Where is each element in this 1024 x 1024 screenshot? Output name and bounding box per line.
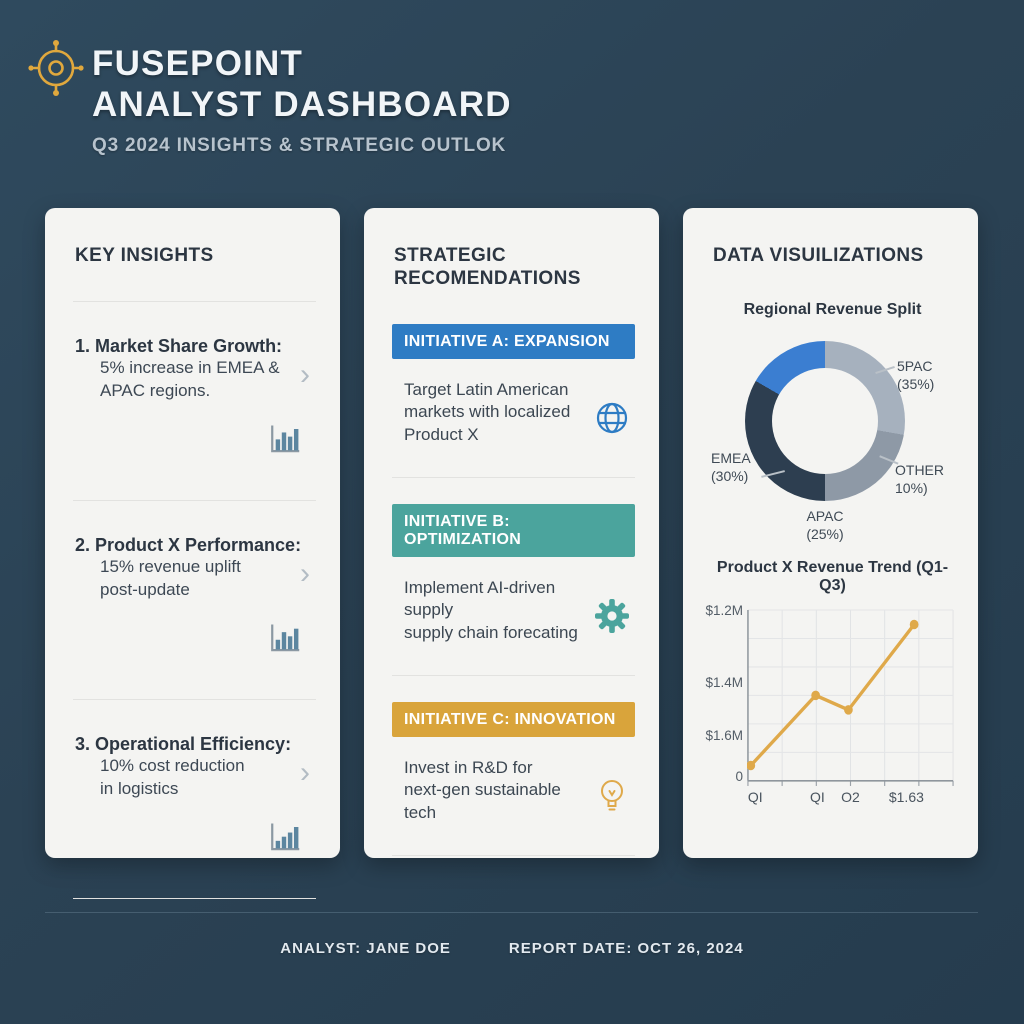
insight-text: in logistics <box>100 778 179 798</box>
initiative-text: Implement AI-driven supply <box>404 578 556 620</box>
divider <box>392 855 635 857</box>
initiative-b-body: Implement AI-driven supply supply chain … <box>392 557 635 675</box>
footer-analyst: ANALYST: JANE DOE <box>280 940 451 957</box>
donut-label-text: (30%) <box>711 468 749 485</box>
insight-heading: 2. Product X Performance: <box>75 535 302 556</box>
donut-label-text: (25%) <box>806 526 844 543</box>
line-chart-title: Product X Revenue Trend (Q1-Q3) <box>716 559 949 595</box>
y-axis-label: $1.6M <box>705 728 743 744</box>
line-chart-svg <box>747 609 954 787</box>
insight-heading: 3. Operational Efficiency: <box>75 734 292 755</box>
insight-item-market-share[interactable]: 1. Market Share Growth: 5% increase in E… <box>73 302 316 466</box>
donut-label-text: EMEA <box>711 450 751 467</box>
strategic-title: STRATEGIC RECOMENDATIONS <box>394 244 635 290</box>
insight-item-operational-efficiency[interactable]: 3. Operational Efficiency: 10% cost redu… <box>73 700 316 864</box>
chevron-right-icon[interactable]: › <box>300 358 310 392</box>
x-axis-labels: QI QI O2 $1.63 <box>747 789 954 811</box>
initiative-c-banner: INITIATIVE C: INNOVATION <box>392 702 635 738</box>
donut-chart <box>745 341 905 502</box>
insight-text: 15% revenue uplift <box>100 557 241 577</box>
insight-text: APAC regions. <box>100 380 211 400</box>
donut-label-emea: EMEA (30%) <box>711 449 761 485</box>
footer-report-date: REPORT DATE: OCT 26, 2024 <box>508 940 744 957</box>
initiative-text: Invest in R&D for <box>404 758 533 778</box>
divider <box>73 699 316 701</box>
data-visualizations-card: DATA VISUILIZATIONS Regional Revenue Spl… <box>683 208 978 858</box>
footer: ANALYST: JANE DOE REPORT DATE: OCT 26, 2… <box>0 940 1024 957</box>
brand-block: FUSEPOINT ANALYST DASHBOARD Q3 2024 INSI… <box>92 44 512 157</box>
y-axis-label: $1.2M <box>705 603 743 619</box>
donut-label-text: 10%) <box>895 480 928 497</box>
chevron-right-icon[interactable]: › <box>300 756 310 790</box>
initiative-text: Target Latin American <box>404 380 569 400</box>
y-axis-label: 0 <box>735 769 743 785</box>
donut-label-apac: APAC (25%) <box>745 507 905 543</box>
bar-chart-icon <box>271 823 300 851</box>
initiative-b-banner: INITIATIVE B: OPTIMIZATION <box>392 504 635 558</box>
data-viz-title: DATA VISUILIZATIONS <box>713 245 924 266</box>
insight-heading: 1. Market Share Growth: <box>75 336 283 357</box>
initiative-text: tech <box>404 802 437 822</box>
divider <box>73 301 316 303</box>
compass-target-icon <box>28 40 84 96</box>
x-axis-label: QI <box>809 789 825 806</box>
divider <box>392 675 635 677</box>
line-chart-area: $1.2M $1.4M $1.6M 0 QI QI O2 $1.63 <box>705 603 954 811</box>
insight-text: 10% cost reduction <box>100 756 245 776</box>
x-axis-label: $1.63 <box>888 789 924 806</box>
x-axis-label: QI <box>747 789 763 806</box>
initiative-text: Product X <box>404 424 479 444</box>
donut-label-5pac: 5PAC (35%) <box>897 357 934 393</box>
page-title: ANALYST DASHBOARD <box>92 84 512 124</box>
insight-item-product-x[interactable]: 2. Product X Performance: 15% revenue up… <box>73 501 316 665</box>
divider <box>392 477 635 479</box>
x-axis-label: O2 <box>841 789 860 806</box>
donut-label-text: APAC <box>806 508 844 525</box>
initiative-text: next-gen sustainable <box>404 780 561 800</box>
strategic-recommendations-card: STRATEGIC RECOMENDATIONS INITIATIVE A: E… <box>364 208 659 858</box>
initiative-c-body: Invest in R&D for next-gen sustainable t… <box>392 737 635 855</box>
strategic-title-line1: STRATEGIC <box>394 245 506 266</box>
lightbulb-icon <box>601 780 623 811</box>
chevron-right-icon[interactable]: › <box>300 557 310 591</box>
bar-chart-icon <box>271 425 300 453</box>
donut-label-text: (35%) <box>897 376 935 393</box>
page-subtitle: Q3 2024 INSIGHTS & STRATEGIC OUTLOK <box>92 134 507 156</box>
brand-name: FUSEPOINT <box>92 44 304 83</box>
donut-chart-area: 5PAC (35%) OTHER 10%) EMEA (30%) APAC (2… <box>711 331 954 543</box>
gear-icon <box>595 599 629 634</box>
key-insights-title: KEY INSIGHTS <box>75 245 214 266</box>
initiative-text: supply chain forecating <box>404 622 578 642</box>
card-row: KEY INSIGHTS 1. Market Share Growth: 5% … <box>45 208 978 900</box>
initiative-a-body: Target Latin American markets with local… <box>392 359 635 477</box>
donut-label-text: OTHER <box>895 462 944 479</box>
insight-text: 5% increase in EMEA & <box>100 358 280 378</box>
bar-chart-icon <box>271 624 300 652</box>
divider <box>73 500 316 502</box>
initiative-text: markets with localized <box>404 402 571 422</box>
donut-label-text: 5PAC <box>897 358 933 375</box>
footer-divider <box>45 912 978 913</box>
key-insights-card: KEY INSIGHTS 1. Market Share Growth: 5% … <box>45 208 340 900</box>
y-axis-label: $1.4M <box>705 675 743 691</box>
divider <box>73 898 316 900</box>
strategic-title-line2: RECOMENDATIONS <box>394 268 581 290</box>
donut-chart-title: Regional Revenue Split <box>743 301 922 319</box>
insight-text: post-update <box>100 579 190 599</box>
initiative-a-banner: INITIATIVE A: EXPANSION <box>392 324 635 360</box>
donut-label-other: OTHER 10%) <box>895 461 944 497</box>
globe-icon <box>596 403 628 434</box>
